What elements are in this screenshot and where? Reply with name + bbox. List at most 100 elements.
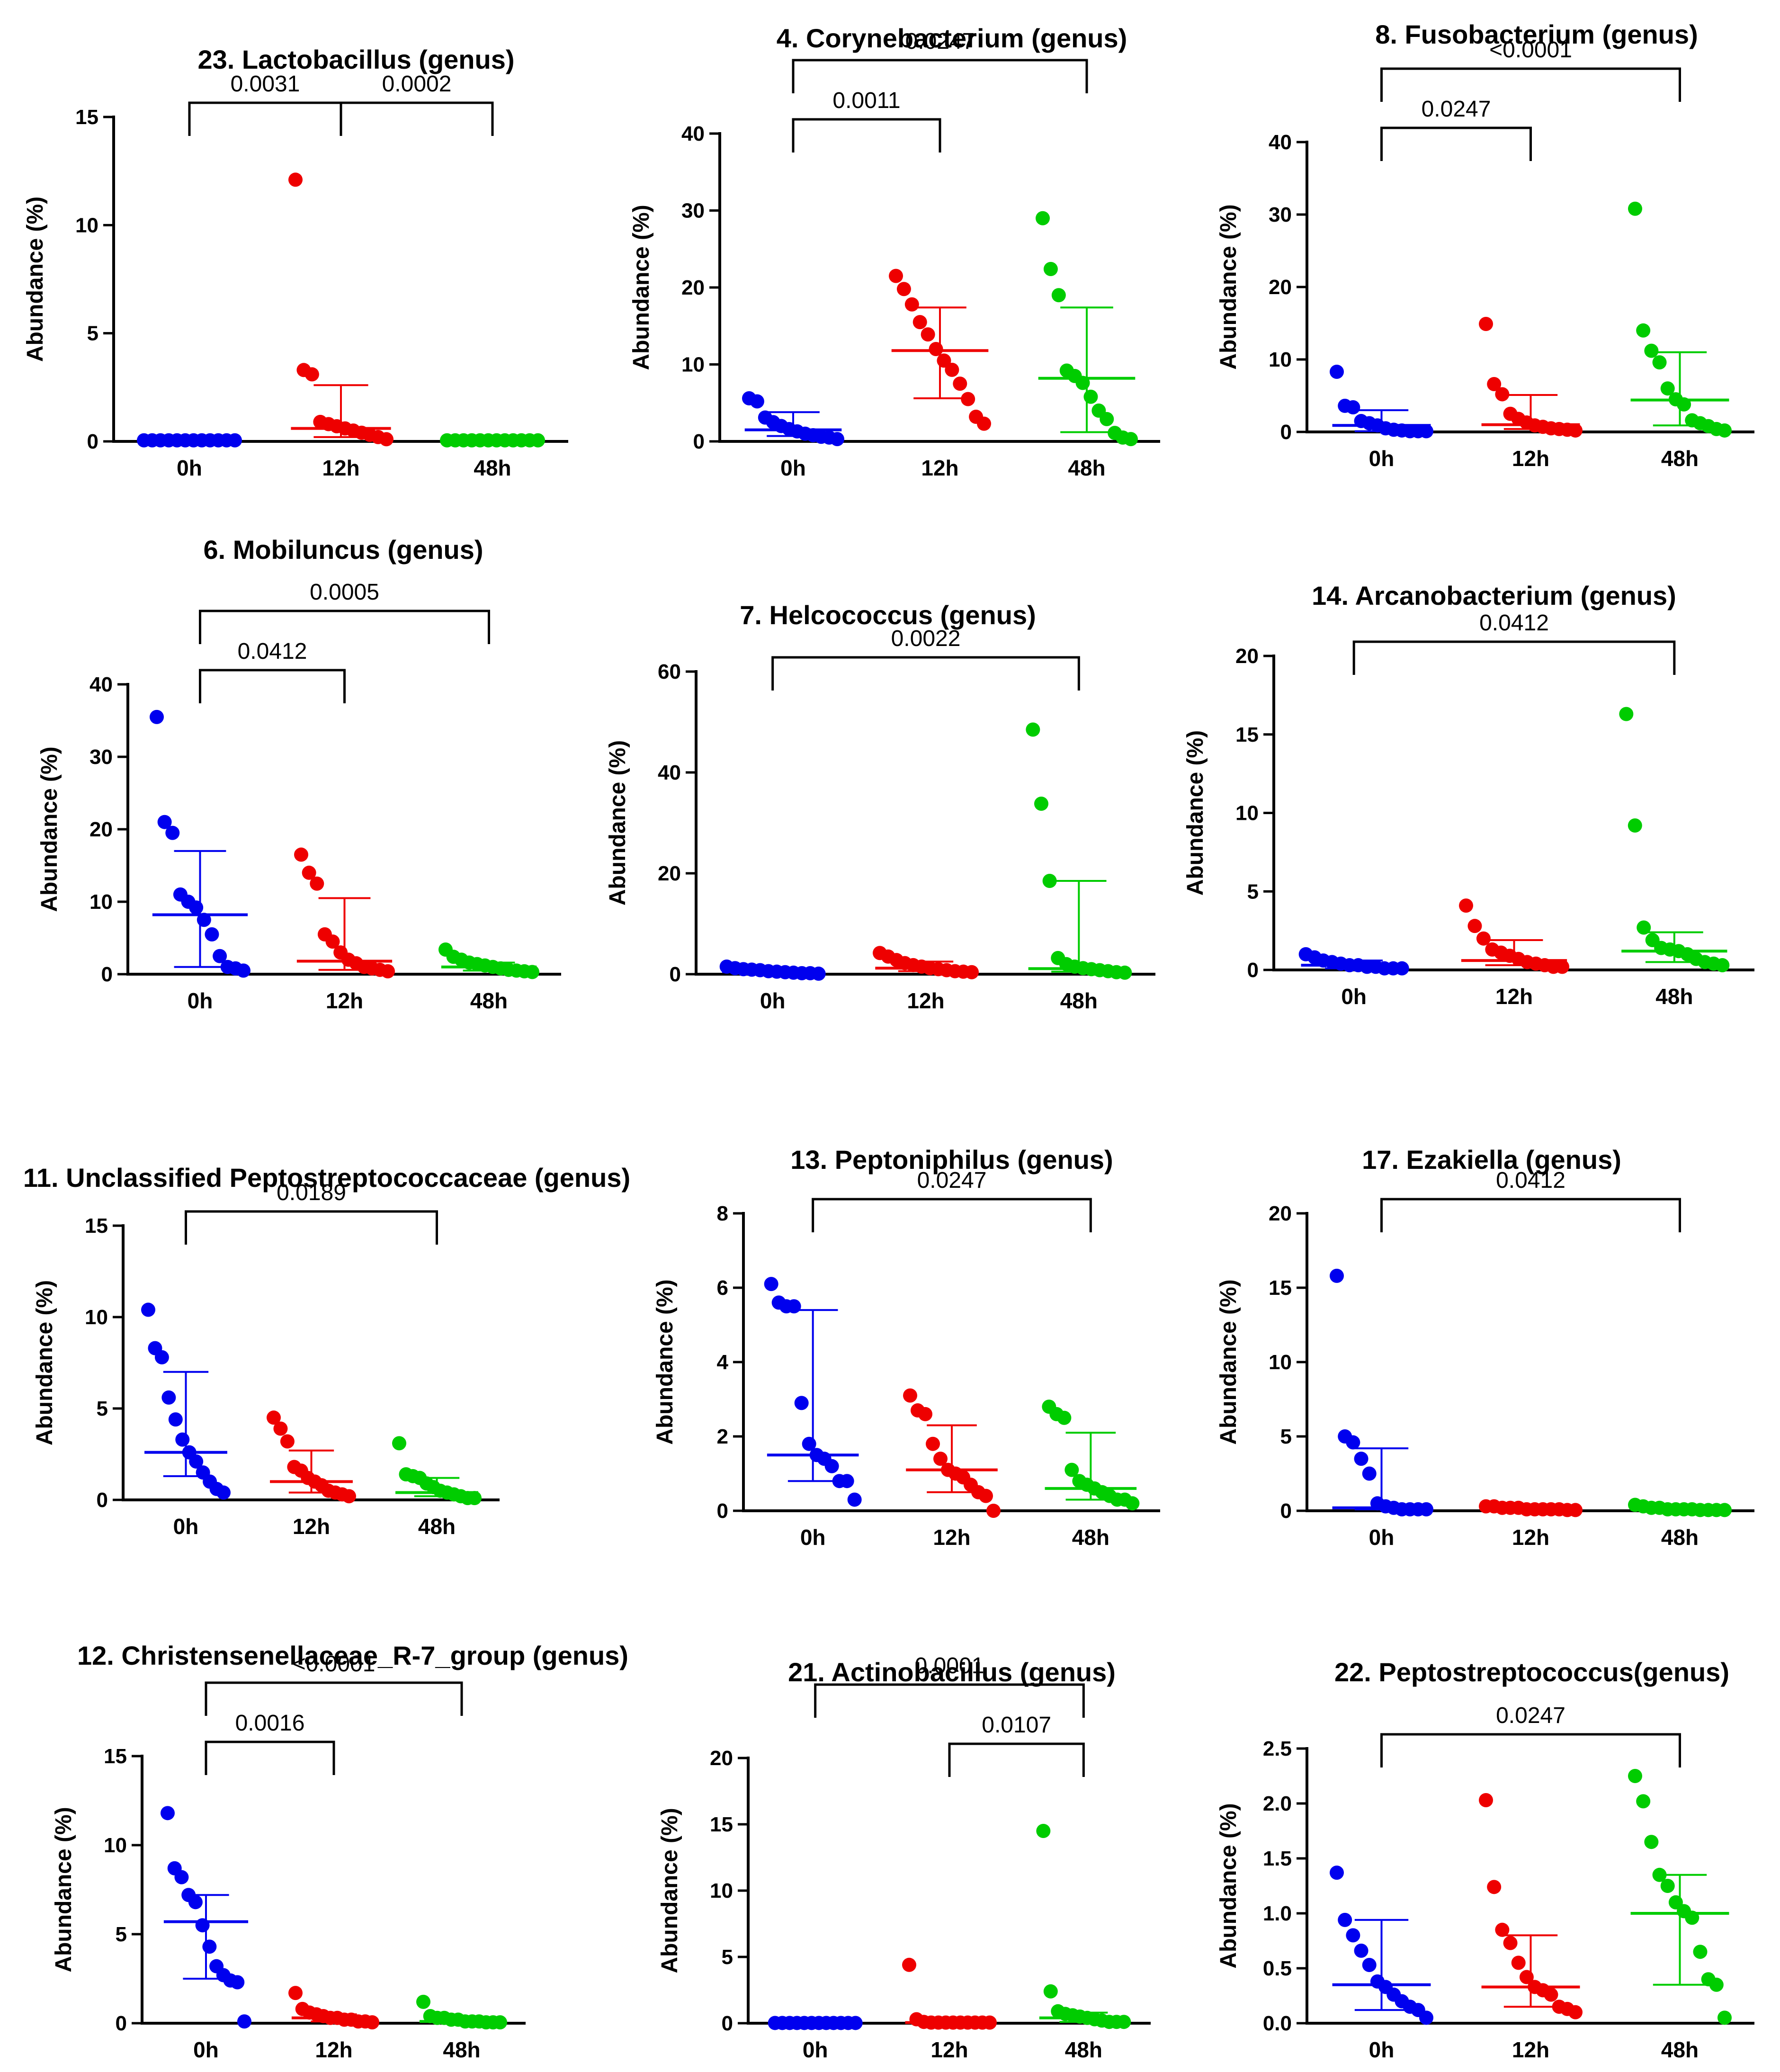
y-tick-label: 0 <box>670 963 681 986</box>
chart-title: 21. Actinobacillus (genus) <box>788 1657 1116 1687</box>
p-value-label: 0.0412 <box>1479 610 1549 636</box>
data-point <box>175 1432 190 1447</box>
data-point <box>1036 1824 1051 1838</box>
data-point <box>811 966 826 981</box>
data-point <box>1628 201 1642 216</box>
y-axis-label: Abundance (%) <box>1216 1279 1241 1444</box>
data-point <box>1479 1793 1493 1808</box>
data-point <box>157 815 172 829</box>
data-point <box>174 1870 189 1884</box>
data-point <box>1628 1769 1642 1783</box>
data-point <box>150 709 164 724</box>
y-axis-label: Abundance (%) <box>653 1279 678 1444</box>
chart-panel-9: 17. Ezakiella (genus) 0 5 10 15 20 Abundance (… <box>1216 1145 1754 1550</box>
y-axis-label: Abundance (%) <box>32 1280 57 1445</box>
x-tick-label: 0h <box>800 1525 826 1550</box>
y-tick-label: 2.5 <box>1263 1737 1292 1760</box>
bracket-line <box>1380 126 1532 161</box>
y-axis-label: Abundance (%) <box>1183 730 1208 896</box>
y-tick-label: 30 <box>89 745 113 769</box>
significance-bracket: 0.0022 <box>771 626 1080 691</box>
y-tick-label: 40 <box>89 673 113 696</box>
bracket-line <box>792 118 941 152</box>
data-point <box>764 1277 778 1292</box>
bracket-line <box>188 101 342 136</box>
p-value-label: 0.0016 <box>235 1711 305 1736</box>
y-axis-label: Abundance (%) <box>605 740 630 906</box>
y-tick-label: 5 <box>87 322 98 345</box>
y-axis-label: Abundance (%) <box>1216 204 1241 369</box>
bracket-line <box>205 1740 335 1775</box>
series-48h <box>392 1436 482 1506</box>
x-tick-label: 12h <box>933 1525 970 1550</box>
data-point <box>189 1454 204 1469</box>
y-tick-label: 15 <box>710 1813 733 1836</box>
data-point <box>1555 960 1569 974</box>
data-point <box>1124 432 1138 447</box>
y-tick-label: 0 <box>97 1489 108 1512</box>
y-tick-label: 5 <box>97 1397 108 1420</box>
data-point <box>392 1436 406 1451</box>
y-tick-label: 0.5 <box>1263 1957 1292 1980</box>
chart-panel-12: 22. Peptostreptococcus(genus) 0.0 0.5 1.0 1.… <box>1216 1657 1754 2062</box>
x-tick-label: 48h <box>1661 2037 1699 2062</box>
y-tick-label: 0 <box>1247 959 1259 982</box>
data-point <box>294 847 308 862</box>
data-point <box>1330 1268 1344 1283</box>
chart-panel-6: 14. Arcanobacterium (genus) 0 5 10 15 20 Abund… <box>1183 581 1754 1009</box>
chart-panel-10: 12. Christensenellaceae_R-7_group (genus… <box>51 1641 628 2062</box>
chart-title: 17. Ezakiella (genus) <box>1362 1145 1621 1175</box>
series-48h <box>1036 211 1138 447</box>
chart-title: 12. Christensenellaceae_R-7_group (genus… <box>77 1641 628 1670</box>
data-point <box>202 1939 217 1954</box>
x-tick-label: 0h <box>1369 2037 1395 2062</box>
data-point <box>847 1492 862 1507</box>
data-point <box>1644 343 1659 358</box>
y-tick-label: 15 <box>85 1214 108 1238</box>
series-48h <box>440 433 545 448</box>
data-point <box>381 964 395 978</box>
y-tick-label: 30 <box>1269 203 1292 226</box>
bracket-line <box>199 610 490 644</box>
significance-bracket: 0.0412 <box>199 639 346 703</box>
p-value-label: 0.0031 <box>231 72 300 97</box>
data-point <box>1354 1943 1369 1958</box>
series-48h <box>416 1994 507 2030</box>
bracket-line <box>812 1198 1092 1232</box>
bracket-line <box>792 59 1088 93</box>
y-tick-label: 40 <box>658 761 681 784</box>
data-point <box>161 1806 175 1821</box>
data-point <box>1487 377 1502 392</box>
data-point <box>1419 1502 1433 1516</box>
x-tick-label: 48h <box>470 988 508 1013</box>
data-point <box>237 2014 251 2029</box>
series-12h <box>288 1986 379 2030</box>
x-tick-label: 12h <box>921 456 958 480</box>
significance-bracket: 0.0189 <box>185 1180 438 1245</box>
data-point <box>840 1474 854 1489</box>
p-value-label: 0.0002 <box>382 72 452 97</box>
x-tick-label: 0h <box>1341 984 1367 1009</box>
data-point <box>1026 722 1040 737</box>
p-value-label: 0.0247 <box>1422 97 1491 122</box>
data-point <box>794 1396 809 1410</box>
chart-panel-5: 7. Helcococcus (genus) 0 20 40 60 Abundance (… <box>605 600 1155 1013</box>
significance-bracket: 0.0001 <box>814 1653 1085 1718</box>
series-0h <box>1330 1268 1433 1516</box>
x-tick-label: 12h <box>326 988 363 1013</box>
data-point <box>165 825 180 840</box>
data-point <box>525 965 539 979</box>
series-0h <box>161 1806 251 2029</box>
bracket-line <box>771 656 1080 691</box>
data-point <box>280 1434 295 1449</box>
chart-title: 22. Peptostreptococcus(genus) <box>1334 1657 1729 1687</box>
x-tick-label: 48h <box>418 1514 456 1539</box>
data-point <box>1544 1987 1558 2002</box>
y-tick-label: 5 <box>722 1946 733 1969</box>
bracket-line <box>199 669 346 703</box>
significance-bracket: 0.0031 <box>188 72 342 136</box>
series-12h <box>873 946 979 979</box>
p-value-label: 0.0022 <box>891 626 961 651</box>
data-point <box>1395 961 1409 976</box>
y-tick-label: 40 <box>1269 131 1292 154</box>
